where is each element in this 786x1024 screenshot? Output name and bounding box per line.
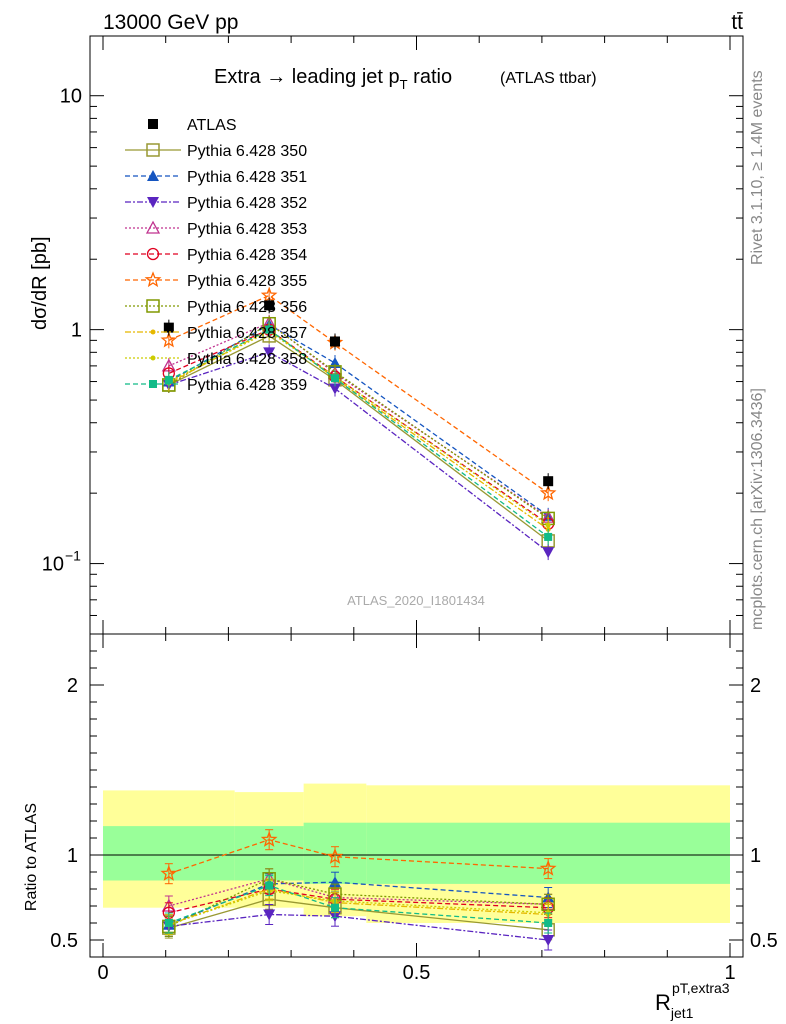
y-tick-label: 10 <box>60 86 82 108</box>
mcplots-note: mcplots.cern.ch [arXiv:1306.3436] <box>749 388 766 630</box>
ratio-y-tick-label: 1 <box>67 845 78 867</box>
ratio-y-tick-label: 1 <box>750 845 761 867</box>
series-point-main <box>328 383 341 395</box>
series-point-main <box>265 325 274 334</box>
ratio-plot: 0 0.5 1 0.5 0.5 1 1 2 2 <box>50 633 778 984</box>
legend-label: Pythia 6.428 350 <box>187 143 307 160</box>
analysis-label: ATLAS_2020_I1801434 <box>347 593 485 608</box>
x-tick-label: 1 <box>724 962 735 984</box>
xlabel: Rjet1 <box>655 990 694 1021</box>
series-line-main <box>168 330 549 526</box>
series-line-ratio <box>168 878 549 927</box>
series-line-ratio <box>168 888 549 914</box>
series-line-ratio <box>168 888 549 926</box>
data-point <box>264 300 275 311</box>
series-point-ratio <box>164 919 173 927</box>
series-point-ratio <box>539 859 557 876</box>
ratio-frame <box>89 633 744 958</box>
series-point-main <box>160 331 178 348</box>
x-tick-label: 0.5 <box>403 962 431 984</box>
series-line-main <box>168 294 549 494</box>
series-point-main <box>263 347 276 359</box>
series-point-ratio <box>542 935 555 946</box>
ratio-y-tick-label: 0.5 <box>50 930 78 952</box>
legend-label: Pythia 6.428 351 <box>187 169 307 186</box>
series-line-main <box>168 323 549 517</box>
chart-title-note: (ATLAS ttbar) <box>500 70 597 87</box>
ratio-y-tick-label: 2 <box>67 675 78 697</box>
header-left: 13000 GeV pp <box>103 11 238 34</box>
series-line-ratio <box>168 913 549 941</box>
series-point-main <box>544 532 553 541</box>
legend-label: Pythia 6.428 359 <box>187 377 307 394</box>
series-point-ratio <box>326 847 344 864</box>
legend-label: Pythia 6.428 356 <box>187 299 307 316</box>
legend-marker <box>146 247 160 261</box>
y-tick-label-exp: −1 <box>65 548 81 564</box>
series-point-ratio <box>160 864 178 881</box>
series-point-main <box>330 374 339 383</box>
chart-title-tail: ratio <box>408 66 452 88</box>
legend-label: Pythia 6.428 352 <box>187 195 307 212</box>
y-tick-label: 10 <box>42 554 64 576</box>
ylabel-main-text: dσ/dR [pb] <box>29 236 51 330</box>
series-line-ratio <box>168 839 549 875</box>
xlabel-sub: jet1 <box>670 1005 694 1021</box>
series-line-main <box>168 322 549 519</box>
legend-label: Pythia 6.428 355 <box>187 273 307 290</box>
series-line-ratio <box>168 884 549 924</box>
header-right: tt̄ <box>731 11 743 34</box>
series-point-main <box>539 484 557 501</box>
series-point-ratio <box>544 919 553 927</box>
series-line-main <box>168 351 549 553</box>
legend-marker <box>147 197 159 208</box>
rivet-note: Rivet 3.1.10, ≥ 1.4M events <box>749 70 766 265</box>
series-line-ratio <box>168 898 549 931</box>
legend-marker <box>146 143 160 157</box>
ratio-y-tick-label: 2 <box>750 675 761 697</box>
series-line-main <box>168 328 549 538</box>
ylabel-main: dσ/dR [pb] <box>29 236 51 330</box>
legend-marker <box>150 355 156 361</box>
series-line-ratio <box>168 881 549 926</box>
y-tick-label: 1 <box>71 320 82 342</box>
series-point-ratio <box>330 903 339 912</box>
legend-marker <box>149 380 157 388</box>
legend-label: Pythia 6.428 353 <box>187 221 307 238</box>
legend-marker <box>147 170 159 181</box>
series-point-main <box>542 547 555 559</box>
ylabel-ratio: Ratio to ATLAS <box>23 803 40 911</box>
legend-marker <box>146 299 160 313</box>
chart-title-main: Extra → leading jet p <box>214 66 400 88</box>
legend-marker <box>145 220 161 234</box>
data-point <box>329 336 340 347</box>
legend-marker <box>150 329 156 335</box>
series-point-ratio <box>265 881 274 890</box>
legend-marker-atlas <box>148 119 158 129</box>
legend-label: Pythia 6.428 357 <box>187 325 307 342</box>
series-point-main <box>545 522 551 528</box>
legend-label: Pythia 6.428 358 <box>187 351 307 368</box>
x-tick-label: 0 <box>97 962 108 984</box>
legend-marker <box>144 271 162 288</box>
series-line-ratio <box>168 890 549 926</box>
series-point-ratio <box>260 830 278 847</box>
series-point-main <box>164 375 173 384</box>
series-line-main <box>168 335 549 542</box>
legend-label: Pythia 6.428 354 <box>187 247 307 264</box>
chart-title: Extra → leading jet pT ratio <box>214 66 452 92</box>
legend-label-atlas: ATLAS <box>187 117 237 134</box>
data-point <box>543 476 554 487</box>
chart-title-sub: T <box>400 77 408 92</box>
data-point <box>163 322 174 333</box>
xlabel-sup: pT,extra3 <box>672 980 730 996</box>
legend: ATLAS Pythia 6.428 350 Pythia 6.428 351 Pyt… <box>125 117 307 394</box>
xlabel-main: R <box>655 990 671 1015</box>
series-point-ratio <box>263 909 276 921</box>
ratio-y-tick-label: 0.5 <box>750 930 778 952</box>
